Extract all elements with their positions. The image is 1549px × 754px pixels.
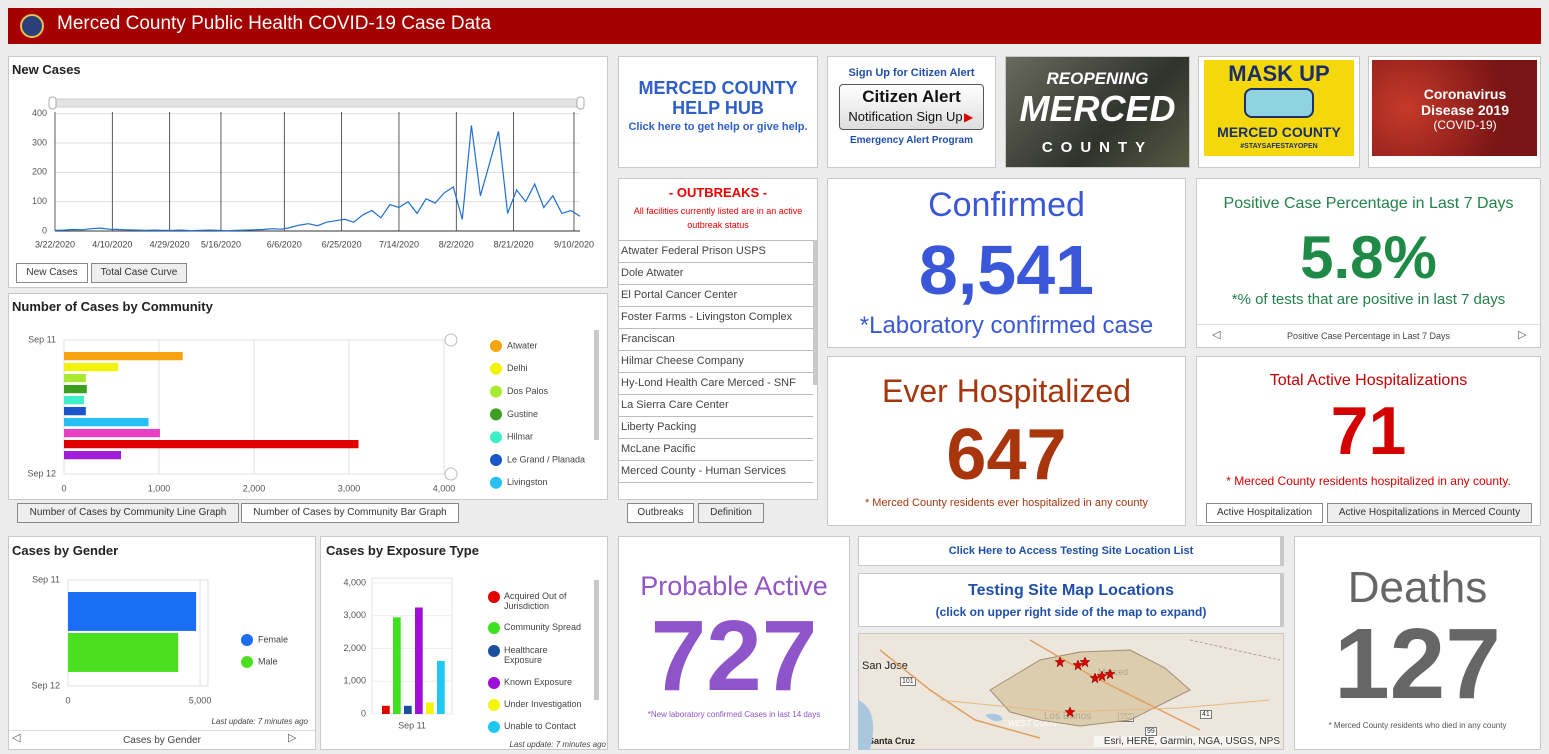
coronavirus-line: Disease 2019: [1390, 103, 1540, 118]
tab[interactable]: Outbreaks: [627, 503, 694, 523]
panel-title: Cases by Gender: [12, 543, 262, 558]
play-icon: ▶: [964, 110, 976, 124]
pager-next[interactable]: ▷: [1518, 325, 1530, 345]
header-title: Merced County Public Health COVID-19 Cas…: [57, 13, 857, 35]
tab[interactable]: Definition: [698, 503, 764, 523]
indicator-note: *New laboratory confirmed Cases in last …: [618, 711, 850, 719]
indicator-title: Positive Case Percentage in Last 7 Days: [1196, 196, 1541, 213]
indicator-title: Ever Hospitalized: [827, 375, 1186, 409]
outbreaks-note: All facilities currently listed are in a…: [630, 204, 806, 232]
pager: Positive Case Percentage in Last 7 Days: [1197, 324, 1540, 346]
dashboard: Merced County Public Health COVID-19 Cas…: [0, 0, 1549, 754]
map-label: Santa Cruz: [868, 736, 915, 746]
citizen-alert-button: Notification Sign Up: [839, 110, 984, 124]
citizen-alert-logo: Citizen Alert: [839, 88, 984, 106]
panel-title: Cases by Exposure Type: [326, 543, 576, 558]
map-label: Merced: [1098, 667, 1128, 677]
outbreaks-title: - OUTBREAKS -: [618, 186, 818, 200]
indicator-value: 127: [1294, 612, 1541, 717]
outbreak-item[interactable]: Merced County - Human Services: [619, 461, 813, 483]
tab[interactable]: New Cases: [16, 263, 88, 283]
legend-label: Unable to Contact: [504, 721, 588, 731]
outbreak-item[interactable]: Atwater Federal Prison USPS: [619, 241, 813, 263]
map-label: 101: [900, 677, 916, 686]
indicator-value: 71: [1196, 396, 1541, 467]
map[interactable]: [858, 633, 1284, 750]
indicator-note: *% of tests that are positive in last 7 …: [1196, 292, 1541, 308]
testing-subtitle: (click on upper right side of the map to…: [858, 606, 1284, 619]
tab[interactable]: Number of Cases by Community Bar Graph: [241, 503, 459, 523]
last-update: Last update: 7 minutes ago: [470, 740, 606, 749]
outbreak-item[interactable]: El Portal Cancer Center: [619, 285, 813, 307]
mask-line: MERCED COUNTY: [1204, 125, 1354, 140]
outbreak-item[interactable]: La Sierra Care Center: [619, 395, 813, 417]
outbreak-item[interactable]: Liberty Packing: [619, 417, 813, 439]
pager: Cases by Gender: [9, 730, 315, 749]
legend-label: Under Investigation: [504, 699, 588, 709]
testing-link: Click Here to Access Testing Site Locati…: [858, 546, 1284, 558]
map-label: 41: [1200, 710, 1212, 719]
indicator-note: * Merced County residents hospitalized i…: [1196, 475, 1541, 488]
indicator-title: Probable Active: [618, 572, 850, 600]
indicator-value: 5.8%: [1196, 226, 1541, 289]
tab[interactable]: Active Hospitalizations in Merced County: [1327, 503, 1532, 523]
panel-title: New Cases: [12, 62, 312, 77]
reopening-line: COUNTY: [1005, 140, 1190, 156]
help-hub-subtitle: Click here to get help or give help.: [618, 122, 818, 134]
coronavirus-line: (COVID-19): [1390, 119, 1540, 132]
indicator-title: Confirmed: [827, 188, 1186, 224]
indicator-note: * Merced County residents who died in an…: [1294, 722, 1541, 730]
panel: [8, 293, 608, 500]
map-attribution: Esri, HERE, Garmin, NGA, USGS, NPS: [1094, 736, 1280, 747]
tab[interactable]: Active Hospitalization: [1206, 503, 1323, 523]
help-hub-title: MERCED COUNTY HELP HUB: [618, 78, 818, 118]
pager-prev[interactable]: ◁: [12, 731, 24, 749]
legend-label: Known Exposure: [504, 677, 588, 687]
map-label: 152: [1118, 713, 1134, 722]
outbreak-item[interactable]: McLane Pacific: [619, 439, 813, 461]
mask-line: MASK UP: [1204, 62, 1354, 85]
citizen-alert-heading: Sign Up for Citizen Alert: [827, 68, 996, 80]
reopening-line: MERCED: [1005, 90, 1190, 128]
coronavirus-line: Coronavirus: [1390, 87, 1540, 102]
outbreak-item[interactable]: Dole Atwater: [619, 263, 813, 285]
outbreak-item[interactable]: Hilmar Cheese Company: [619, 351, 813, 373]
map-label: WEST COUNTY: [1008, 719, 1067, 728]
indicator-title: Total Active Hospitalizations: [1196, 373, 1541, 390]
testing-title: Testing Site Map Locations: [858, 583, 1284, 600]
last-update: Last update: 7 minutes ago: [180, 717, 308, 726]
indicator-value: 8,541: [827, 234, 1186, 308]
panel: [320, 536, 608, 750]
reopening-line: REOPENING: [1005, 70, 1190, 88]
mask-icon: [1244, 88, 1314, 118]
indicator-value: 727: [618, 604, 850, 709]
pager-next[interactable]: ▷: [288, 731, 300, 749]
outbreak-item[interactable]: Foster Farms - Livingston Complex: [619, 307, 813, 329]
county-seal: [20, 14, 44, 38]
indicator-value: 647: [827, 418, 1186, 494]
tab[interactable]: Number of Cases by Community Line Graph: [17, 503, 239, 523]
legend-label: Healthcare Exposure: [504, 645, 588, 665]
panel-title: Number of Cases by Community: [12, 299, 412, 314]
mask-line: #STAYSAFESTAYOPEN: [1204, 143, 1354, 150]
legend-label: Acquired Out of Jurisdiction: [504, 591, 588, 611]
pager-prev[interactable]: ◁: [1212, 325, 1224, 345]
outbreak-item[interactable]: Hy-Lond Health Care Merced - SNF: [619, 373, 813, 395]
legend-label: Community Spread: [504, 622, 588, 632]
map-label: San Jose: [862, 660, 908, 672]
outbreak-item[interactable]: Franciscan: [619, 329, 813, 351]
indicator-title: Deaths: [1294, 565, 1541, 611]
panel: [8, 56, 608, 288]
indicator-note: * Merced County residents ever hospitali…: [827, 498, 1186, 510]
citizen-alert-footer: Emergency Alert Program: [827, 136, 996, 147]
tab[interactable]: Total Case Curve: [91, 263, 187, 283]
map-label: 99: [1145, 727, 1157, 736]
indicator-note: *Laboratory confirmed case: [827, 313, 1186, 338]
